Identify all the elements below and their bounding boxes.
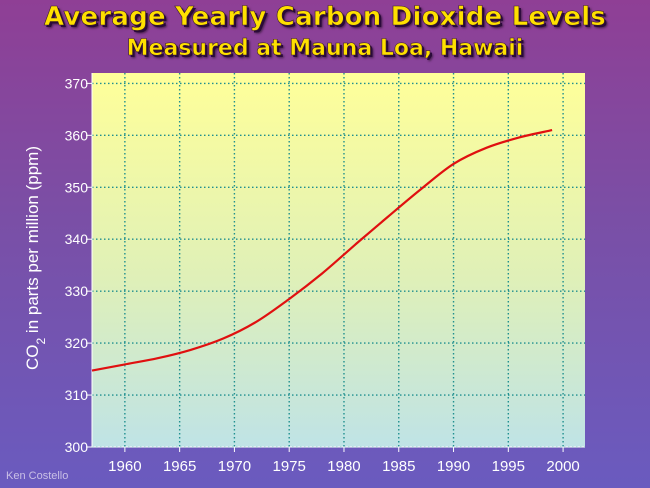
y-tick-label: 370 <box>65 75 89 91</box>
credit-text: Ken Costello <box>6 470 69 482</box>
y-tick-label: 320 <box>65 335 89 351</box>
chart-title: Average Yearly Carbon Dioxide Levels <box>44 2 606 33</box>
y-tick-label: 310 <box>65 387 89 403</box>
x-tick-label: 1990 <box>437 458 470 475</box>
y-axis-label: CO2 in parts per million (ppm) <box>23 146 48 370</box>
y-tick-label: 350 <box>65 179 89 195</box>
chart-subtitle: Measured at Mauna Loa, Hawaii <box>126 36 524 62</box>
x-tick-label: 1985 <box>382 458 415 475</box>
x-tick-label: 1995 <box>492 458 525 475</box>
y-tick-label: 300 <box>65 439 89 455</box>
tick-labels: 1960 1965 1970 1975 1980 1985 1990 1995 2000 300 3… <box>65 75 580 475</box>
y-tick-label: 360 <box>65 127 89 143</box>
series-line-co2 <box>91 129 553 372</box>
x-tick-label: 1960 <box>108 458 141 475</box>
x-tick-label: 1980 <box>327 458 360 475</box>
x-tick-label: 2000 <box>546 458 579 475</box>
axes <box>86 73 585 452</box>
x-tick-label: 1975 <box>273 458 306 475</box>
series-group <box>91 129 553 372</box>
x-tick-label: 1970 <box>218 458 251 475</box>
x-tick-label: 1965 <box>163 458 196 475</box>
y-tick-label: 340 <box>65 231 89 247</box>
y-tick-label: 330 <box>65 283 89 299</box>
